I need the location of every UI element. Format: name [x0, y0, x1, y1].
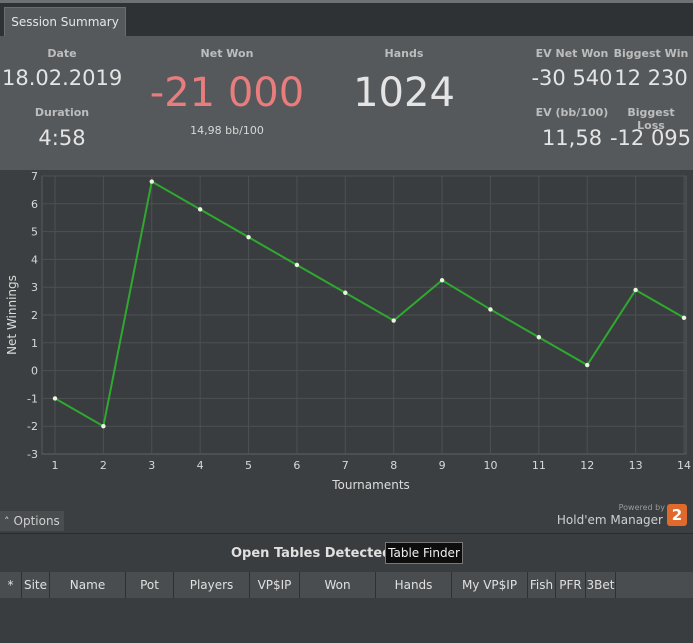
- ev-bb-label: EV (bb/100): [535, 106, 609, 119]
- column-header-0[interactable]: *: [0, 572, 22, 598]
- x-tick-label: 13: [629, 459, 643, 472]
- column-header-5[interactable]: VP$IP: [250, 572, 300, 598]
- ev-bb-value: 11,58: [541, 126, 603, 150]
- series-line: [54, 179, 685, 428]
- y-tick-label: 5: [31, 226, 38, 239]
- hands-value: 1024: [353, 70, 455, 116]
- data-point: [294, 262, 300, 268]
- column-header-4[interactable]: Players: [174, 572, 250, 598]
- column-header-9[interactable]: Fish: [528, 572, 556, 598]
- x-axis-label: Tournaments: [331, 478, 410, 492]
- duration-label: Duration: [34, 106, 90, 119]
- net-won-bb-per-100: 14,98 bb/100: [190, 124, 264, 137]
- x-tick-label: 11: [532, 459, 546, 472]
- tab-session-summary[interactable]: Session Summary: [4, 7, 126, 37]
- ev-net-won-value: -30 540: [531, 66, 613, 90]
- open-tables-panel: Open Tables Detected Table Finder * Site N…: [0, 534, 693, 643]
- hands-label: Hands: [384, 47, 424, 60]
- biggest-win-label: Biggest Win: [613, 47, 689, 60]
- data-point: [101, 424, 106, 429]
- duration-value: 4:58: [38, 126, 86, 150]
- data-point: [536, 335, 542, 340]
- biggest-loss-label: Biggest Loss: [627, 106, 675, 132]
- session-summary-panel: Date 18.02.2019 Duration 4:58 Net Won -2…: [0, 36, 693, 170]
- y-tick-label: 2: [31, 309, 38, 322]
- data-point: [585, 362, 590, 368]
- y-tick-label: 0: [31, 365, 38, 378]
- y-tick-label: 4: [31, 253, 38, 266]
- y-tick-label: 3: [31, 281, 38, 294]
- tab-bar: Session Summary: [0, 0, 693, 37]
- brand-name: Hold'em Manager: [556, 513, 663, 527]
- x-tick-label: 6: [293, 459, 300, 472]
- y-axis-label: Net Winnings: [5, 275, 19, 355]
- y-tick-label: 7: [31, 170, 38, 183]
- x-tick-label: 5: [245, 459, 252, 472]
- options-label: Options: [13, 514, 60, 528]
- y-tick-label: 1: [31, 337, 38, 350]
- data-point: [439, 278, 445, 283]
- net-won-value: -21 000: [149, 70, 305, 116]
- chevron-up-icon: ˄: [4, 515, 10, 528]
- net-winnings-chart: -3 -2 -1 0 1 2 3 4 5 6 7 1 2 3 4 5 6 7 8 9 10 11 12 13 14 Tournam…: [0, 170, 693, 510]
- biggest-win-value: 12 230: [614, 66, 688, 90]
- x-tick-label: 8: [390, 459, 397, 472]
- x-tick-label: 10: [483, 459, 497, 472]
- options-button[interactable]: ˄ Options: [0, 511, 64, 531]
- x-tick-label: 1: [52, 459, 59, 472]
- x-tick-label: 12: [580, 459, 594, 472]
- x-tick-label: 4: [197, 459, 204, 472]
- y-tick-label: -1: [27, 392, 38, 405]
- net-won-label: Net Won: [200, 47, 254, 60]
- y-tick-label: 6: [31, 198, 38, 211]
- data-point: [343, 290, 348, 295]
- biggest-loss-value: -12 095: [609, 126, 692, 150]
- column-header-7[interactable]: Hands: [376, 572, 452, 598]
- column-header-3[interactable]: Pot: [126, 572, 174, 598]
- tables-header-row: * Site Name Pot Players VP$IP Won Hands My VP$IP…: [0, 572, 693, 598]
- data-point: [197, 207, 203, 212]
- data-point: [488, 307, 493, 312]
- data-point: [52, 396, 58, 401]
- x-tick-label: 3: [148, 459, 155, 472]
- column-header-8[interactable]: My VP$IP: [452, 572, 528, 598]
- column-header-11[interactable]: 3Bet: [586, 572, 616, 598]
- options-bar: ˄ Options Powered by Hold'em Manager 2: [0, 503, 693, 534]
- column-header-10[interactable]: PFR: [556, 572, 586, 598]
- data-point: [633, 287, 638, 293]
- x-tick-label: 2: [100, 459, 107, 472]
- hm2-logo-icon: 2: [667, 504, 687, 526]
- data-point: [149, 179, 154, 184]
- y-tick-label: -3: [27, 448, 38, 461]
- data-point: [681, 315, 687, 320]
- column-header-6[interactable]: Won: [300, 572, 376, 598]
- date-value: 18.02.2019: [2, 66, 123, 90]
- ev-net-won-label: EV Net Won: [535, 47, 609, 60]
- y-tick-label: -2: [27, 420, 38, 433]
- column-header-2[interactable]: Name: [50, 572, 126, 598]
- column-header-1[interactable]: Site: [22, 572, 50, 598]
- open-tables-title: Open Tables Detected: [231, 546, 392, 561]
- x-tick-label: 9: [439, 459, 446, 472]
- table-finder-button[interactable]: Table Finder: [385, 542, 463, 564]
- x-tick-label: 7: [342, 459, 349, 472]
- data-point: [391, 318, 396, 323]
- powered-by-text: Powered by: [618, 503, 665, 512]
- date-label: Date: [47, 47, 77, 60]
- x-tick-label: 14: [677, 459, 691, 472]
- data-point: [246, 234, 251, 240]
